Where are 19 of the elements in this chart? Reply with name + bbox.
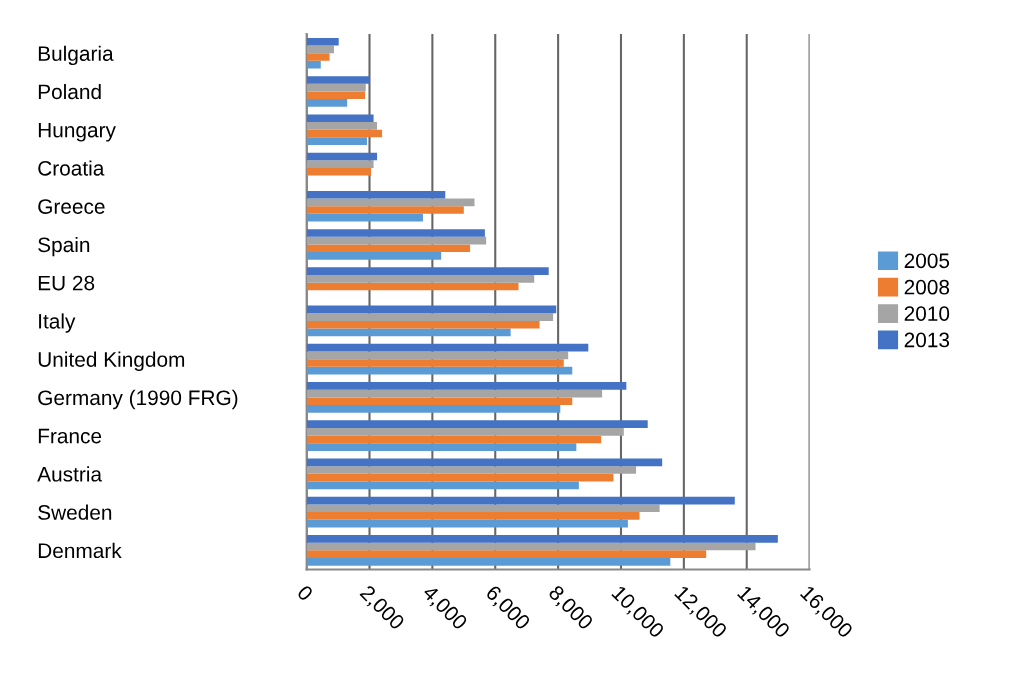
legend-label: 2005: [904, 253, 950, 269]
y-tick-label: Hungary: [38, 122, 116, 142]
y-tick-label: Poland: [38, 83, 101, 100]
y-tick-label: Austria: [37, 466, 103, 482]
y-tick-label: United Kingdom: [38, 351, 185, 372]
legend-label: 2013: [904, 332, 950, 348]
y-tick-label: Greece: [38, 199, 105, 214]
legend-label: 2010: [904, 306, 950, 321]
legend-label: 2008: [904, 279, 950, 295]
y-tick-label: EU 28: [38, 275, 95, 291]
x-tick-label: 0: [296, 584, 314, 602]
y-tick-label: Germany (1990 FRG): [38, 389, 238, 410]
y-tick-label: Denmark: [38, 542, 122, 559]
y-tick-label: Sweden: [38, 504, 112, 520]
y-tick-label: Croatia: [38, 160, 105, 176]
y-tick-label: Spain: [38, 236, 90, 257]
y-tick-label: Italy: [39, 313, 76, 333]
y-tick-label: Bulgaria: [38, 45, 114, 66]
y-tick-label: France: [38, 428, 102, 444]
